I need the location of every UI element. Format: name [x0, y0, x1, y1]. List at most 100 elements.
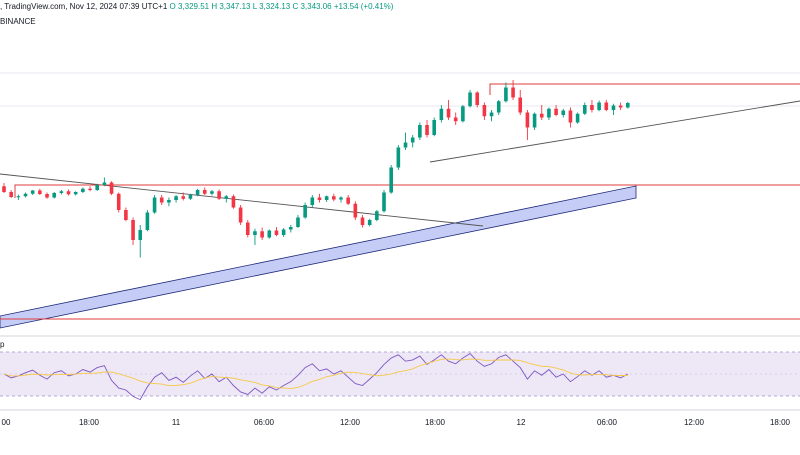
candle-up	[30, 190, 35, 194]
candle-down	[2, 186, 6, 192]
candle-up	[253, 231, 257, 235]
candle-down	[66, 191, 71, 195]
candle-down	[9, 192, 13, 197]
candle-up	[396, 147, 401, 168]
candle-up	[403, 142, 408, 148]
candle-down	[45, 194, 49, 198]
candle-up	[504, 87, 508, 102]
candle-down	[511, 87, 515, 98]
candle-down	[317, 197, 322, 200]
candle-up	[489, 112, 494, 117]
candle-up	[532, 113, 537, 128]
candle-up	[303, 205, 307, 218]
candle-down	[202, 190, 207, 194]
candle-down	[245, 222, 250, 235]
candle-down	[38, 190, 42, 194]
rsi-group	[3, 352, 629, 401]
candle-down	[525, 112, 530, 128]
candle-up	[339, 197, 343, 200]
candle-up	[611, 105, 616, 110]
candle-up	[468, 92, 472, 107]
candle-up	[597, 102, 601, 110]
candle-down	[590, 105, 594, 110]
candle-up	[410, 137, 415, 143]
time-label: 06:00	[253, 418, 275, 427]
candle-up	[296, 217, 300, 227]
rsi-label: p	[0, 340, 5, 349]
candle-down	[518, 97, 523, 113]
candle-down	[181, 196, 186, 199]
candle-down	[482, 105, 487, 117]
candle-up	[138, 230, 143, 240]
descending-trendline[interactable]	[0, 173, 484, 227]
resistance-zone-top[interactable]	[489, 83, 800, 95]
candle-down	[568, 110, 573, 123]
candle-up	[310, 197, 315, 205]
candle-down	[475, 92, 480, 105]
candle-up	[375, 211, 379, 220]
open-value: O 3,329.51	[169, 2, 210, 11]
candle-down	[88, 188, 92, 190]
candle-up	[52, 193, 56, 198]
candle-up	[152, 197, 157, 213]
candle-up	[575, 113, 580, 123]
candle-down	[274, 230, 279, 235]
candle-up	[210, 191, 214, 194]
candle-up	[23, 193, 28, 197]
candle-down	[425, 125, 429, 135]
high-value: H 3,347.13	[211, 2, 251, 11]
rising-trendline[interactable]	[429, 100, 800, 163]
candle-down	[231, 196, 236, 208]
candle-up	[324, 196, 329, 200]
candle-up	[188, 195, 193, 199]
time-label: 11	[171, 418, 181, 427]
candle-down	[618, 105, 623, 108]
candle-down	[260, 231, 264, 238]
candle-down	[353, 203, 358, 218]
time-label: 18:00	[769, 418, 791, 427]
candle-up	[582, 105, 587, 114]
candle-down	[604, 102, 609, 110]
candle-down	[109, 182, 114, 194]
candle-up	[461, 106, 465, 122]
candle-up	[561, 110, 566, 115]
header-line-2: BINANCE	[0, 17, 36, 26]
candle-up	[95, 185, 100, 190]
candle-up	[281, 229, 286, 235]
source-text: , TradingView.com, Nov 12, 2024 07:39 UT…	[0, 2, 168, 11]
candle-up	[418, 125, 422, 138]
candle-up	[195, 190, 200, 195]
candle-up	[174, 196, 178, 200]
time-label: 12:00	[683, 418, 705, 427]
ascending-channel[interactable]	[0, 185, 637, 329]
time-label: 18:00	[78, 418, 100, 427]
support-resistance-mid[interactable]	[14, 184, 800, 198]
candle-up	[389, 167, 393, 193]
time-label: 06:00	[596, 418, 618, 427]
close-value: C 3,343.06	[292, 2, 332, 11]
time-label: 12:00	[339, 418, 361, 427]
candle-down	[238, 207, 243, 223]
candle-down	[217, 191, 221, 199]
candle-up	[81, 188, 85, 192]
time-label: 00	[1, 418, 11, 427]
header-line-1: , TradingView.com, Nov 12, 2024 07:39 UT…	[0, 2, 393, 11]
candle-down	[131, 220, 135, 240]
candle-down	[446, 108, 451, 118]
candle-up	[16, 196, 21, 198]
time-label: 18:00	[424, 418, 446, 427]
candle-up	[625, 103, 630, 108]
time-label: 12	[516, 418, 526, 427]
low-value: L 3,324.13	[252, 2, 291, 11]
candle-up	[167, 200, 171, 203]
candle-down	[124, 210, 128, 220]
candle-up	[289, 227, 293, 230]
candle-down	[346, 197, 350, 204]
candle-down	[116, 193, 121, 210]
candle-up	[496, 101, 501, 113]
candle-down	[554, 108, 558, 115]
candle-down	[360, 217, 365, 225]
candle-down	[159, 197, 164, 203]
